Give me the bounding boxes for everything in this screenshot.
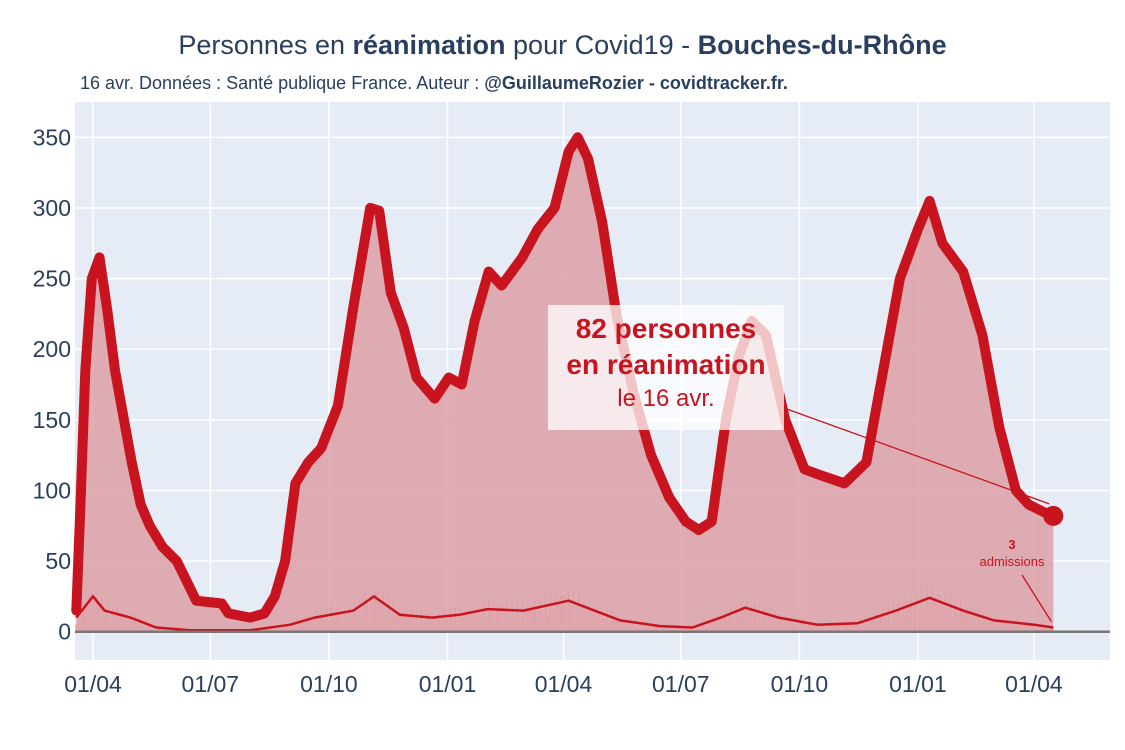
y-tick-label: 300 <box>33 195 71 221</box>
chart-title: Personnes en réanimation pour Covid19 - … <box>178 30 947 60</box>
y-tick-label: 250 <box>33 266 71 292</box>
x-tick-label: 01/07 <box>652 671 710 697</box>
x-axis-ticks: 01/04 01/07 01/10 01/01 01/04 01/07 01/10 01/01… <box>64 671 1063 697</box>
y-tick-label: 100 <box>33 477 71 503</box>
y-tick-label: 200 <box>33 336 71 362</box>
x-tick-label: 01/10 <box>300 671 358 697</box>
x-tick-label: 01/04 <box>64 671 122 697</box>
admissions-value: 3 <box>1008 537 1016 552</box>
x-tick-label: 01/04 <box>1005 671 1063 697</box>
annotation-line1: 82 personnes <box>575 313 757 344</box>
admissions-line <box>75 594 1054 632</box>
y-tick-label: 0 <box>58 619 71 645</box>
x-tick-label: 01/04 <box>535 671 593 697</box>
annotation-box: 82 personnes en réanimation le 16 avr. <box>548 305 784 430</box>
y-tick-label: 150 <box>33 407 71 433</box>
admissions-label: admissions <box>979 554 1045 569</box>
chart-subtitle: 16 avr. Données : Santé publique France.… <box>80 73 788 93</box>
y-tick-label: 350 <box>33 124 71 150</box>
annotation-line3: le 16 avr. <box>617 385 715 412</box>
annotation-arrow <box>783 407 1050 505</box>
x-tick-label: 01/01 <box>889 671 947 697</box>
annotation-line2: en réanimation <box>566 349 766 380</box>
x-tick-label: 01/10 <box>771 671 829 697</box>
last-point-marker <box>1043 505 1064 526</box>
admissions-annotation: 3 admissions <box>962 536 1062 570</box>
y-tick-label: 50 <box>45 548 71 574</box>
admissions-arrow <box>1021 574 1052 622</box>
y-axis-ticks: 0 50 100 150 200 250 300 350 <box>33 124 71 644</box>
x-tick-label: 01/01 <box>419 671 477 697</box>
x-tick-label: 01/07 <box>182 671 240 697</box>
rea-line <box>71 132 1059 623</box>
